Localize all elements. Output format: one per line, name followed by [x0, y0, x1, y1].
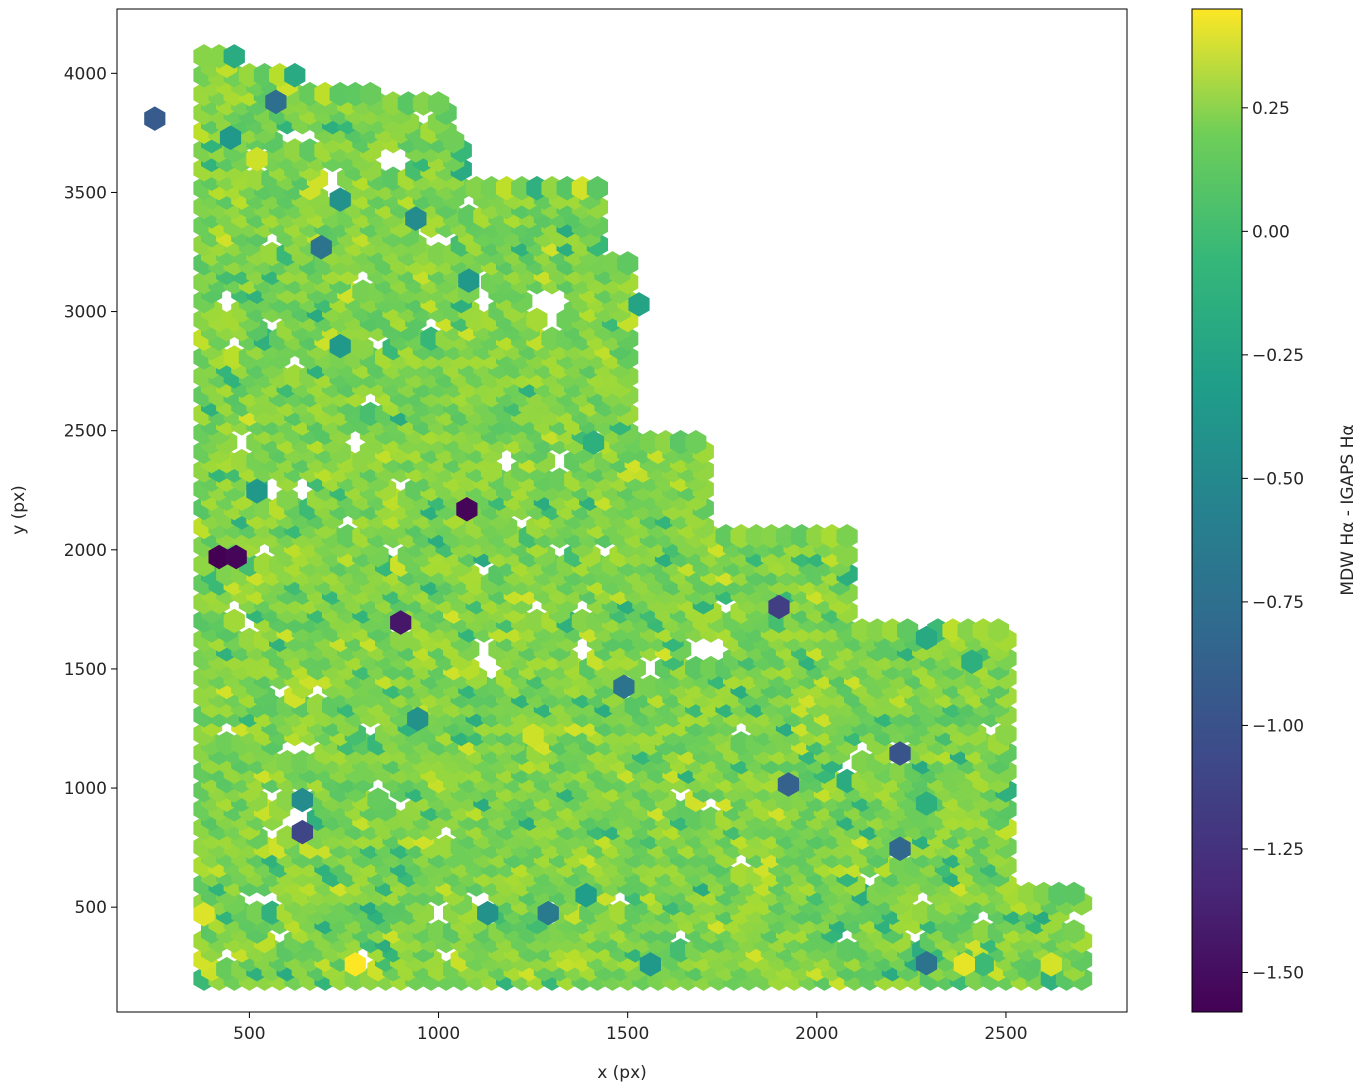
hexbin-outlier-cell	[522, 723, 544, 748]
hexbin-cell	[836, 524, 858, 549]
hexbin-outlier-cell	[537, 900, 559, 926]
colorbar-tick-label: 0.25	[1252, 99, 1290, 119]
hexbin-outlier-cell	[889, 741, 911, 766]
hexbin-outlier-cell	[329, 187, 351, 212]
hexbin-cell	[223, 44, 245, 69]
hexbin-outlier-cell	[777, 772, 800, 797]
x-axis: 500 1000 1500 2000 2500	[233, 1012, 1028, 1044]
hexbin-cell	[987, 618, 1009, 643]
colorbar-tick-label: −1.50	[1252, 963, 1304, 983]
hexbin-outlier-cell	[344, 952, 366, 977]
hexbin-cell	[897, 618, 919, 643]
hexbin-cells	[144, 44, 1093, 991]
y-tick-label: 3000	[64, 303, 107, 323]
hexbin-cell	[427, 91, 450, 116]
hexbin-cell	[276, 486, 298, 511]
hexbin-outlier-cell	[310, 234, 332, 260]
x-tick-label: 2500	[984, 1024, 1027, 1044]
y-tick-label: 500	[75, 898, 107, 918]
hexbin-outlier-cell	[915, 950, 938, 976]
colorbar-tick-label: −0.50	[1252, 469, 1304, 489]
hexbin-outlier-cell	[291, 787, 314, 813]
hexbin-outlier-cell	[915, 625, 938, 651]
x-axis-label: x (px)	[597, 1063, 647, 1083]
hexbin-cell	[359, 81, 382, 107]
hexbin-outlier-cell	[1040, 952, 1062, 977]
colorbar-tick-label: −1.25	[1252, 840, 1304, 860]
hexbin-outlier-cell	[407, 706, 429, 732]
y-axis-label: y (px)	[9, 485, 29, 535]
hexbin-outlier-cell	[889, 836, 911, 862]
hexbin-outlier-cell	[329, 333, 351, 359]
hexbin-outlier-cell	[219, 125, 242, 150]
colorbar-axis: 0.25 0.00 −0.25 −0.50 −0.75 −1.00 −1.25 −1.50	[1242, 99, 1304, 983]
hexbin-outlier-cell	[768, 594, 790, 620]
y-tick-label: 2000	[64, 541, 107, 561]
colorbar-tick-label: 0.00	[1252, 222, 1290, 242]
hexbin-cell	[995, 721, 1017, 747]
x-tick-label: 1000	[417, 1024, 460, 1044]
hexbin-outlier-cell	[961, 649, 983, 675]
y-tick-label: 2500	[64, 422, 107, 442]
hexbin-outlier-cell	[144, 106, 166, 131]
colorbar-tick-label: −0.75	[1252, 593, 1304, 613]
colorbar	[1191, 8, 1243, 1013]
colorbar-tick-label: −0.25	[1252, 346, 1304, 366]
hexbin-outlier-cell	[575, 883, 597, 908]
hexbin-outlier-cell	[225, 544, 247, 570]
y-axis: 500 1000 1500 2000 2500 3000 3500 4000	[64, 64, 117, 918]
hexbin-cell	[526, 307, 548, 333]
hexbin-cell	[1063, 881, 1085, 907]
x-tick-label: 1500	[606, 1024, 649, 1044]
colorbar-tick-label: −1.00	[1252, 716, 1304, 736]
hexbin-cell	[617, 251, 639, 276]
hexbin-outlier-cell	[390, 610, 412, 635]
hexbin-outlier-cell	[405, 206, 427, 231]
hexbin-cell	[586, 175, 608, 201]
hexbin-outlier-cell	[613, 674, 635, 700]
hexbin-outlier-cell	[265, 89, 287, 115]
hexbin-cell	[685, 429, 707, 455]
hexbin-outlier-cell	[953, 952, 975, 977]
hexbin-cell	[284, 62, 306, 88]
hexbin-cell	[223, 608, 245, 634]
hexbin-outlier-cell	[628, 292, 650, 317]
hexbin-outlier-cell	[639, 952, 661, 977]
y-tick-label: 3500	[64, 183, 107, 203]
hexbin-outlier-cell	[291, 819, 314, 845]
hexbin-outlier-cell	[246, 479, 268, 504]
hexbin-outlier-cell	[246, 146, 268, 172]
hexbin-outlier-cell	[915, 791, 938, 816]
hexbin-cell	[367, 787, 389, 813]
y-tick-label: 1000	[64, 779, 107, 799]
y-tick-label: 4000	[64, 64, 107, 84]
x-tick-label: 2000	[795, 1024, 838, 1044]
plot-frame	[116, 8, 1128, 1013]
hexbin-outlier-cell	[583, 430, 605, 455]
hexbin-outlier-cell	[456, 497, 478, 522]
x-tick-label: 500	[233, 1024, 265, 1044]
hexbin-outlier-cell	[193, 902, 215, 927]
hexbin-cell	[1063, 919, 1085, 944]
colorbar-label: MDW Hα - IGAPS Hα	[1338, 424, 1358, 595]
hexbin-outlier-cell	[477, 900, 499, 926]
y-tick-label: 1500	[64, 660, 107, 680]
hexbin-outlier-cell	[458, 268, 480, 293]
